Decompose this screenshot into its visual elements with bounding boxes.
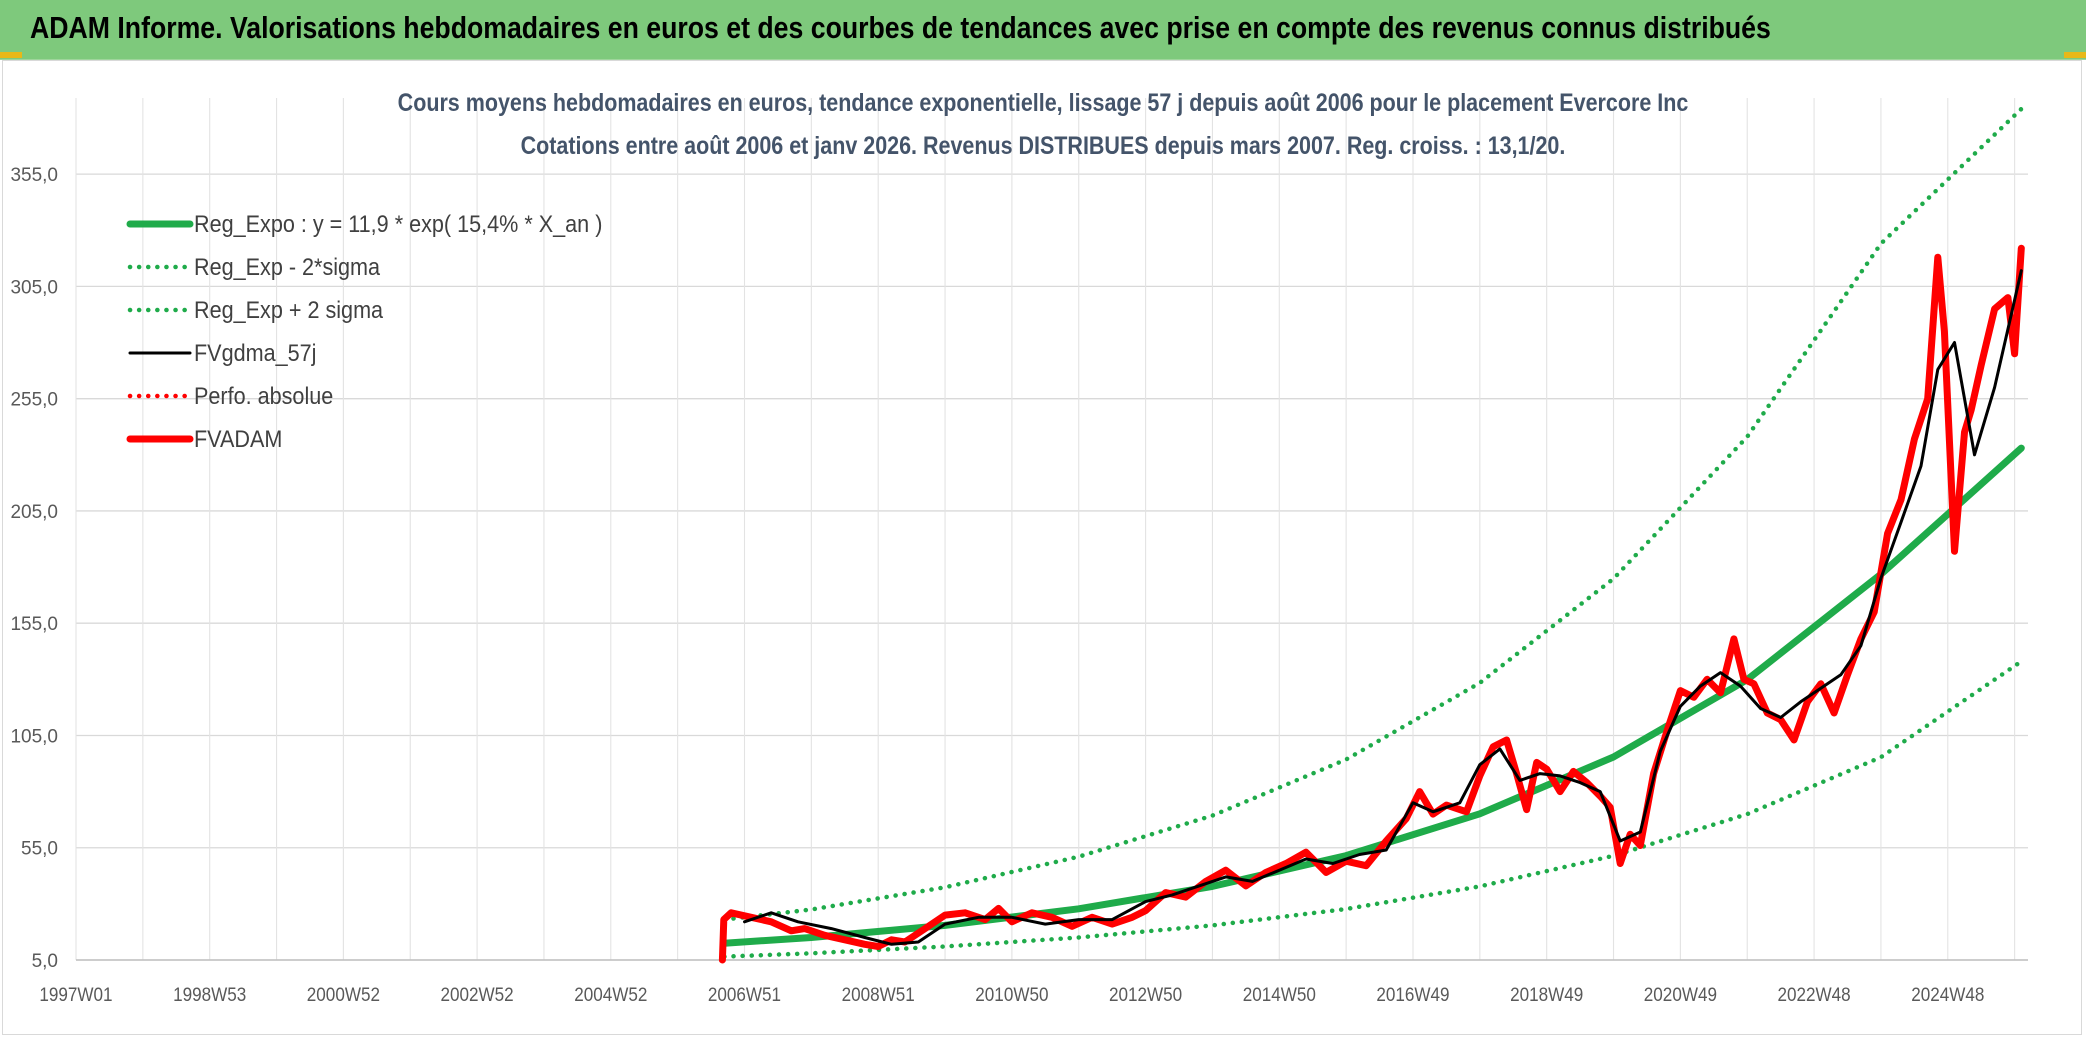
x-tick-label: 2014W50 (1243, 984, 1316, 1005)
x-tick-label: 2022W48 (1778, 984, 1851, 1005)
x-tick-label: 2008W51 (842, 984, 915, 1005)
banner-corner-right (2064, 52, 2086, 58)
y-tick-label: 205,0 (10, 502, 58, 523)
x-tick-label: 2004W52 (574, 984, 647, 1005)
series-line-3 (743, 269, 2023, 946)
series-line-1 (722, 659, 2024, 959)
legend-label: Reg_Expo : y = 11,9 * exp( 15,4% * X_an … (194, 210, 602, 237)
x-tick-label: 1997W01 (39, 984, 112, 1005)
legend-label: FVgdma_57j (194, 339, 316, 366)
y-tick-label: 55,0 (21, 839, 58, 860)
x-tick-label: 2024W48 (1911, 984, 1984, 1005)
chart-plot-lines (718, 106, 2025, 964)
report-header-banner: ADAM Informe. Valorisations hebdomadaire… (0, 0, 2086, 60)
x-tick-label: 2000W52 (307, 984, 380, 1005)
chart-subtitle: Cotations entre août 2006 et janv 2026. … (521, 131, 1566, 159)
series-line-2 (722, 106, 2024, 922)
legend-label: Perfo. absolue (194, 382, 333, 409)
x-tick-label: 2018W49 (1510, 984, 1583, 1005)
x-tick-label: 2002W52 (441, 984, 514, 1005)
chart-title: Cours moyens hebdomadaires en euros, ten… (398, 88, 1689, 116)
series-line-0 (720, 444, 2025, 947)
banner-corner-left (0, 52, 22, 58)
chart-legend: Reg_Expo : y = 11,9 * exp( 15,4% * X_an … (126, 210, 602, 452)
chart-gridlines (75, 98, 2028, 961)
x-tick-label: 2006W51 (708, 984, 781, 1005)
y-tick-label: 155,0 (10, 614, 58, 635)
y-tick-label: 305,0 (10, 277, 58, 298)
x-tick-label: 2010W50 (975, 984, 1048, 1005)
x-tick-label: 1998W53 (173, 984, 246, 1005)
y-tick-label: 105,0 (10, 726, 58, 747)
x-tick-label: 2012W50 (1109, 984, 1182, 1005)
y-tick-label: 355,0 (10, 165, 58, 186)
report-title: ADAM Informe. Valorisations hebdomadaire… (30, 10, 1771, 45)
chart-area-frame (2, 60, 2082, 1035)
x-tick-label: 2016W49 (1376, 984, 1449, 1005)
y-axis-tick-labels: 5,0 55,0 105,0 155,0 205,0 255,0 305,0 355,0 (10, 165, 58, 972)
legend-label: Reg_Exp - 2*sigma (194, 253, 380, 280)
y-tick-label: 255,0 (10, 390, 58, 411)
legend-label: FVADAM (194, 425, 282, 452)
x-axis-tick-labels: 1997W01 1998W53 2000W52 2002W52 2004W52 2006W… (39, 984, 1984, 1005)
y-tick-label: 5,0 (32, 951, 58, 972)
x-tick-label: 2020W49 (1644, 984, 1717, 1005)
legend-label: Reg_Exp + 2 sigma (194, 296, 383, 323)
